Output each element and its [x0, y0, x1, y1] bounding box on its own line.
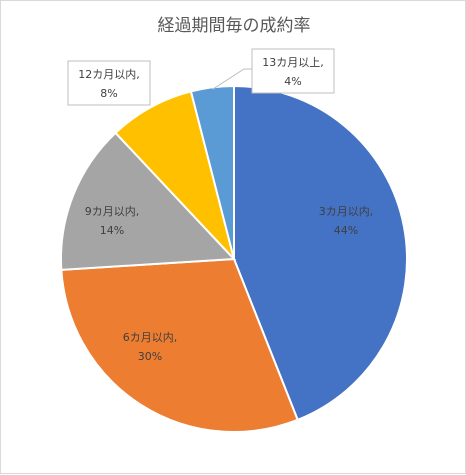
pie-slice: [233, 84, 408, 422]
leader-line: [212, 68, 252, 90]
data-label-category: 9カ月以内,: [85, 204, 140, 218]
data-label-value: 8%: [100, 87, 117, 100]
data-label: 12カ月以内, 8%: [67, 60, 151, 106]
data-label-value: 4%: [284, 75, 301, 88]
chart-title: 経過期間毎の成約率: [157, 16, 311, 36]
data-label-frame: [251, 48, 335, 94]
data-label: 13カ月以上, 4%: [251, 48, 335, 94]
data-label: 6カ月以内, 30%: [123, 330, 178, 363]
data-label-value: 44%: [334, 224, 358, 237]
data-label: 3カ月以内, 44%: [319, 204, 374, 237]
pie-slice: [60, 257, 299, 433]
data-labels: 3カ月以内, 44% 6カ月以内, 30% 9カ月以内, 14% 12カ月以内, 8% 13カ月…: [67, 48, 374, 363]
leader-lines: [212, 68, 252, 90]
data-label-category: 13カ月以上,: [262, 56, 324, 69]
data-label-category: 12カ月以内,: [78, 67, 140, 81]
data-label: 9カ月以内, 14%: [85, 204, 140, 237]
data-label-frame: [67, 60, 151, 106]
data-label-category: 3カ月以内,: [319, 204, 374, 218]
data-label-category: 6カ月以内,: [123, 330, 178, 344]
data-label-value: 14%: [100, 224, 124, 237]
data-label-value: 30%: [138, 350, 162, 363]
pie-slice: [60, 131, 237, 271]
pie-slices: [60, 84, 408, 433]
pie-slice: [189, 84, 235, 260]
